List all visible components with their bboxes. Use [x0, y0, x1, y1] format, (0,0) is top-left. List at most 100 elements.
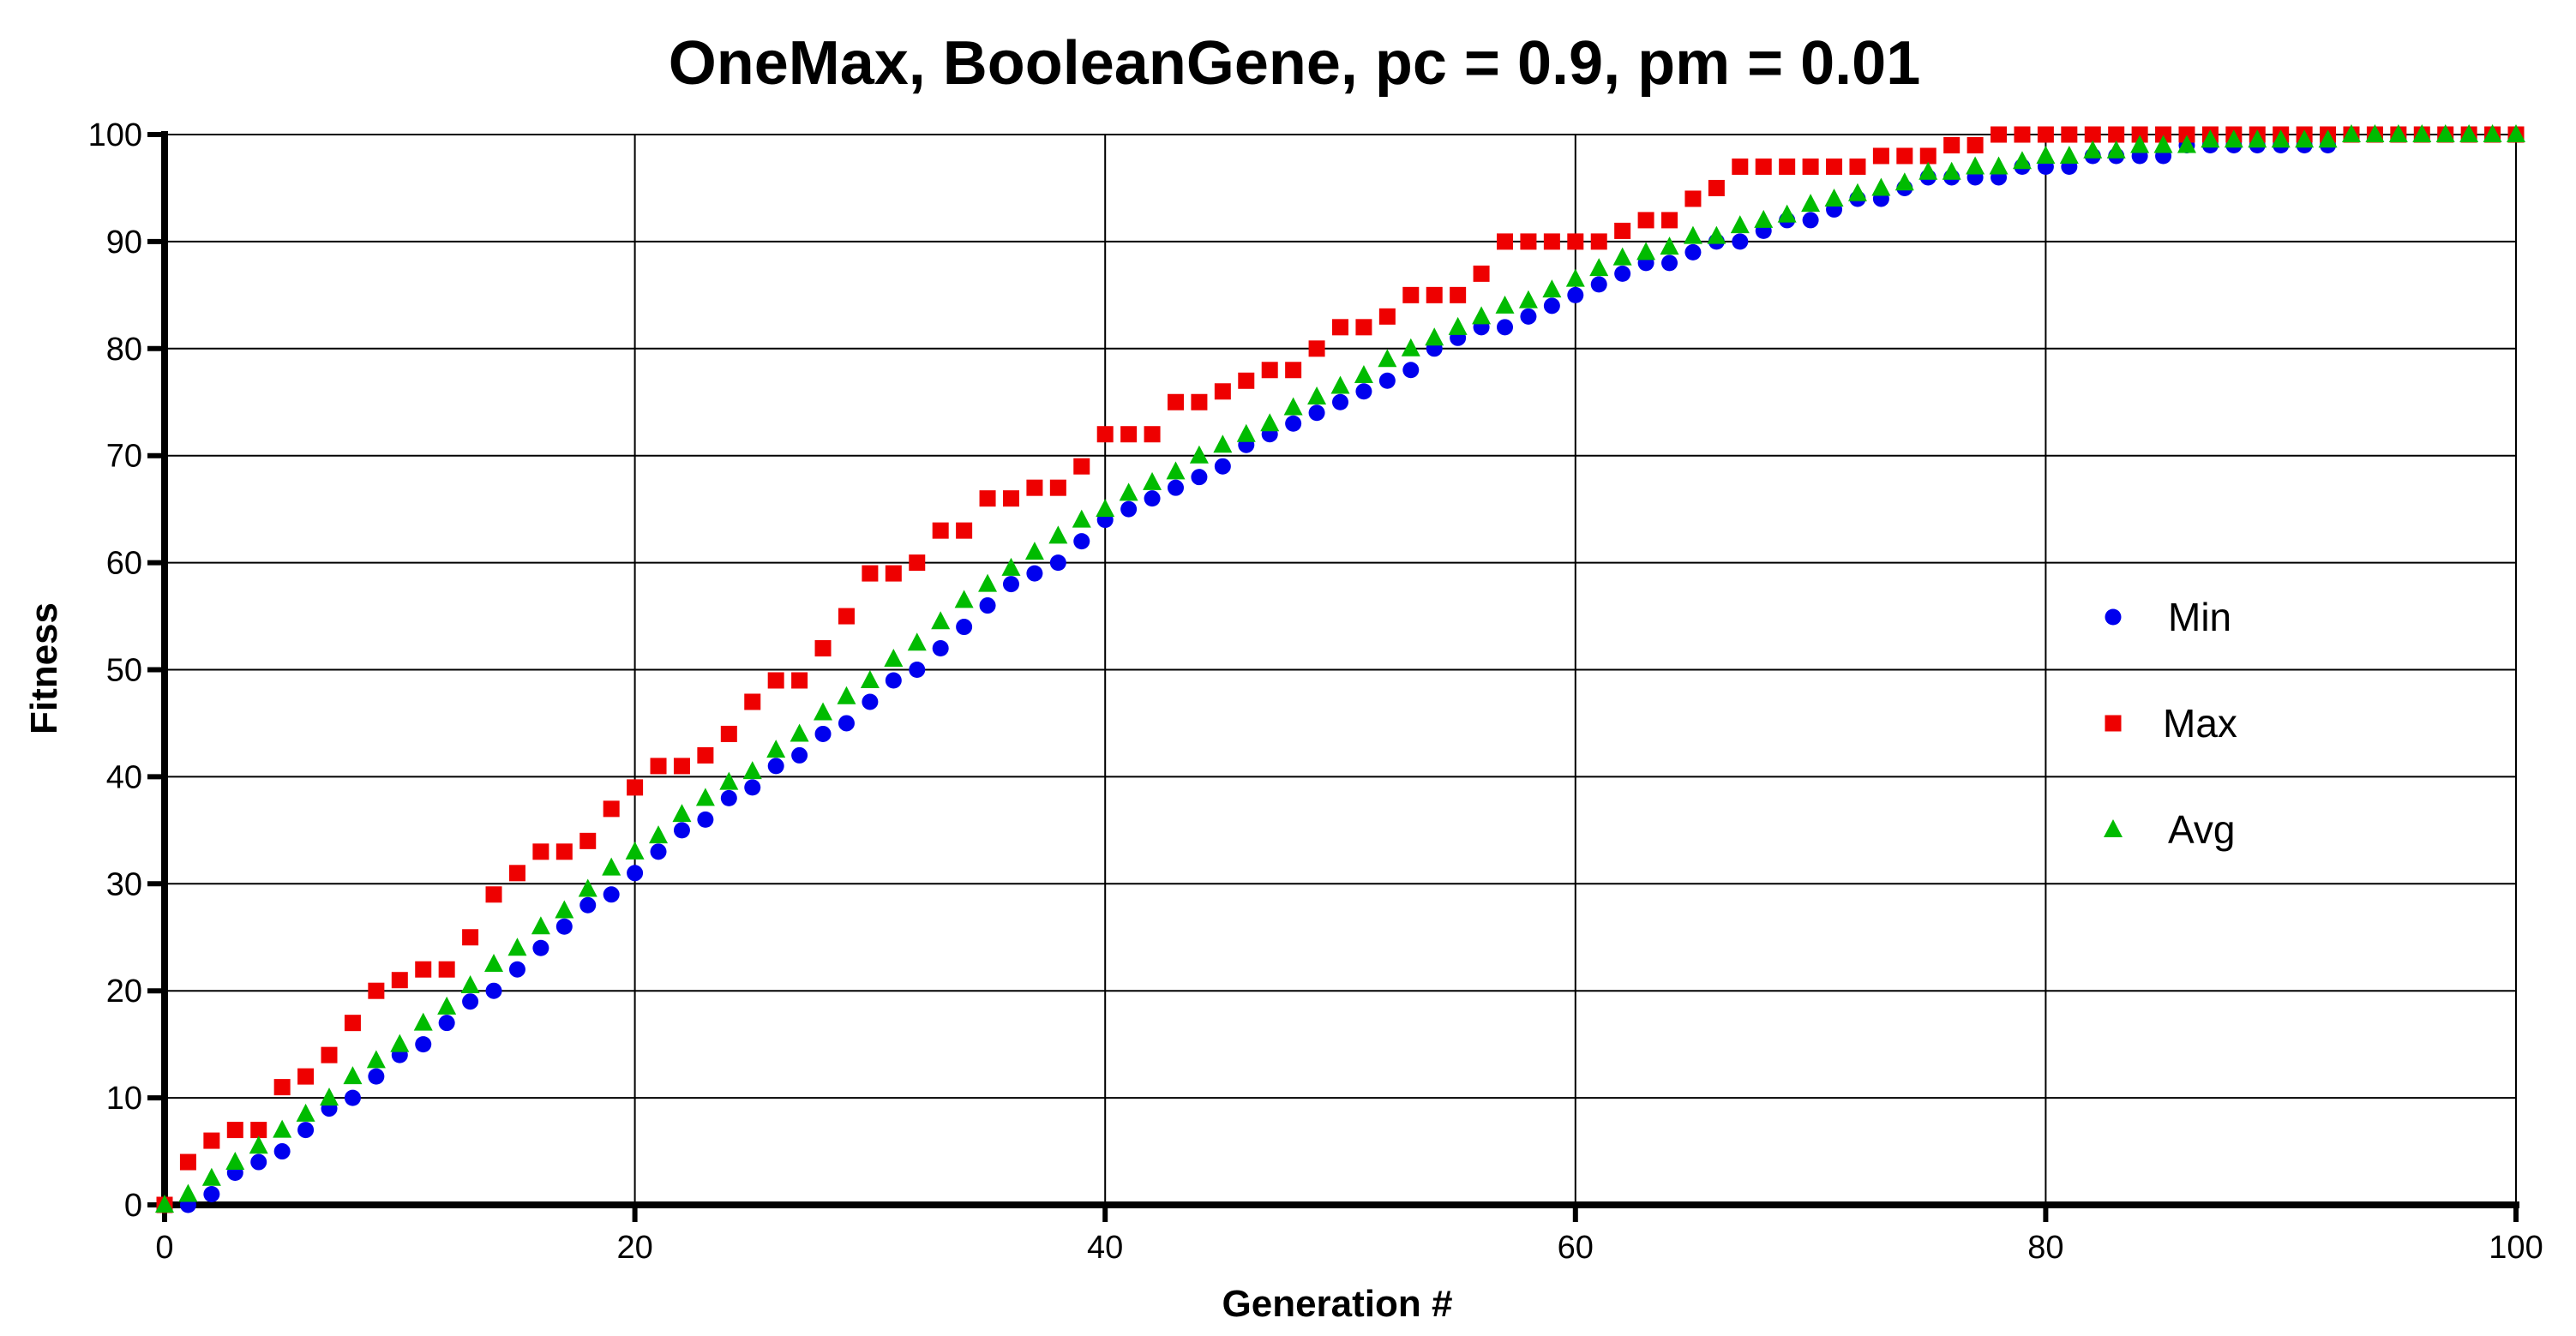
legend-label-min: Min: [2168, 595, 2231, 639]
point-avg: [837, 686, 856, 704]
point-avg: [2483, 124, 2502, 142]
point-min: [767, 758, 784, 775]
point-avg: [2295, 129, 2315, 148]
point-max: [2037, 126, 2054, 143]
point-max: [1002, 490, 1019, 507]
point-min: [1802, 212, 1819, 229]
x-ticks: 0 20 40 60 80 100: [155, 1205, 2543, 1266]
point-max: [226, 1122, 243, 1139]
point-min: [485, 982, 502, 999]
point-avg: [1918, 161, 1938, 180]
point-avg: [178, 1183, 198, 1202]
point-max: [1308, 340, 1325, 357]
point-max: [1191, 393, 1208, 410]
point-max: [1590, 233, 1607, 250]
y-tick-label: 10: [106, 1081, 142, 1117]
point-avg: [2224, 129, 2243, 148]
legend-label-avg: Avg: [2168, 807, 2235, 852]
point-max: [603, 800, 620, 818]
point-avg: [1542, 279, 1562, 298]
y-tick-label: 80: [106, 332, 142, 368]
point-min: [344, 1089, 361, 1106]
point-avg: [1119, 482, 1138, 501]
point-min: [1402, 362, 1420, 379]
point-max: [1849, 158, 1866, 175]
x-tick-label: 20: [616, 1230, 652, 1266]
point-max: [1708, 179, 1725, 196]
point-avg: [2271, 129, 2291, 148]
point-avg: [1801, 194, 1821, 213]
point-avg: [719, 771, 739, 790]
point-avg: [2153, 135, 2173, 153]
point-max: [1144, 426, 1161, 443]
point-avg: [1048, 525, 1068, 544]
point-max: [250, 1122, 267, 1139]
point-max: [1732, 158, 1749, 175]
point-max: [1261, 362, 1278, 379]
point-min: [838, 715, 855, 732]
point-min: [1285, 415, 1302, 432]
point-max: [1426, 286, 1443, 303]
point-avg: [672, 804, 692, 823]
point-avg: [1472, 306, 1492, 325]
point-max: [673, 758, 690, 775]
point-min: [1590, 276, 1607, 293]
point-avg: [1966, 156, 1985, 175]
point-avg: [931, 611, 951, 630]
point-avg: [1707, 225, 1726, 244]
point-min: [650, 843, 667, 860]
y-tick-label: 40: [106, 759, 142, 795]
point-max: [391, 972, 408, 989]
point-avg: [2201, 129, 2220, 148]
point-avg: [484, 953, 504, 972]
point-max: [862, 565, 879, 582]
point-avg: [1847, 183, 1867, 201]
point-min: [579, 896, 597, 914]
point-max: [2178, 126, 2195, 143]
point-max: [1520, 233, 1537, 250]
point-avg: [2459, 124, 2479, 142]
point-avg: [2365, 124, 2385, 142]
point-avg: [649, 825, 669, 844]
point-avg: [2106, 140, 2126, 159]
point-max: [179, 1153, 196, 1171]
point-max: [368, 982, 385, 999]
point-min: [673, 822, 690, 839]
point-min: [1214, 458, 1231, 475]
point-max: [650, 758, 667, 775]
point-avg: [1448, 316, 1468, 335]
point-avg: [2083, 140, 2103, 159]
point-avg: [460, 974, 480, 993]
point-min: [1073, 533, 1090, 550]
point-min: [1378, 372, 1396, 389]
point-avg: [413, 1012, 433, 1031]
point-max: [1096, 426, 1114, 443]
point-min: [1308, 404, 1325, 422]
point-max: [1967, 136, 1984, 153]
point-max: [932, 522, 949, 539]
point-avg: [1425, 327, 1444, 346]
point-avg: [2388, 124, 2408, 142]
point-avg: [2012, 151, 2032, 170]
point-avg: [884, 649, 904, 668]
point-avg: [296, 1103, 315, 1122]
x-axis-label: Generation #: [1222, 1283, 1453, 1325]
point-min: [1543, 297, 1560, 315]
point-min: [720, 789, 737, 806]
point-max: [1872, 147, 1889, 165]
point-avg: [1330, 375, 1350, 394]
point-max: [1238, 372, 1255, 389]
point-avg: [555, 900, 574, 919]
grid: [165, 134, 2517, 1205]
point-min: [744, 779, 761, 796]
point-max: [697, 746, 714, 764]
point-avg: [225, 1152, 245, 1171]
y-axis-label: Fitness: [23, 602, 65, 734]
point-max: [1802, 158, 1819, 175]
point-max: [1378, 308, 1396, 325]
point-avg: [437, 996, 457, 1015]
point-min: [1144, 490, 1161, 507]
point-min: [932, 640, 949, 657]
point-min: [1567, 286, 1584, 303]
